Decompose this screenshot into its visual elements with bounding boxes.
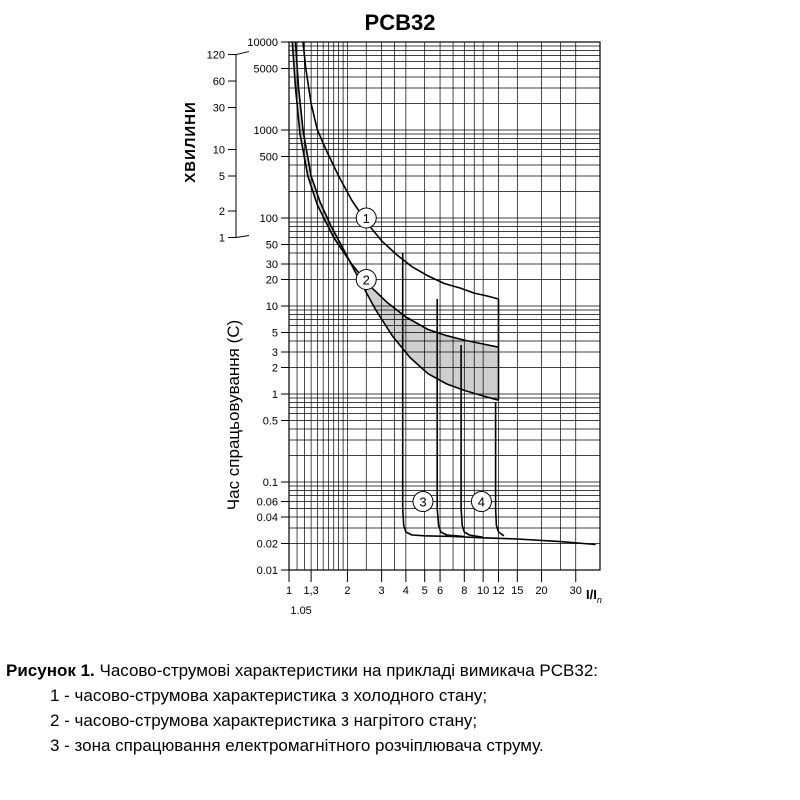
- caption-item-2: 2 - часово-струмова характеристика з наг…: [50, 711, 478, 730]
- x-tick-label: 30: [570, 585, 582, 597]
- curve-3: [401, 253, 596, 546]
- trip-curve-chart: PCB32 10000 5000 1000 500 100 50 30 20 10 5 3 2 1 0.5…: [182, 10, 602, 617]
- y-tick-label: 50: [266, 239, 278, 251]
- minutes-bracket-top: [235, 51, 250, 56]
- x-tick-label: 12: [492, 585, 504, 597]
- figure-caption: Рисунок 1. Часово-струмові характеристик…: [6, 658, 796, 758]
- x-axis-label-main: I/I: [586, 587, 597, 602]
- x-tick-label: 1,3: [303, 585, 318, 597]
- minutes-bracket-bottom: [235, 235, 250, 239]
- x-tick-label: 4: [403, 585, 409, 597]
- y-tick-label: 0.06: [257, 497, 278, 509]
- caption-item-3: 3 - зона спрацювання електромагнітного р…: [50, 736, 544, 755]
- x-tick-label: 2: [344, 585, 350, 597]
- y-tick-label: 20: [266, 275, 278, 287]
- y-tick-label: 2: [272, 363, 278, 375]
- minutes-tick-label: 10: [213, 145, 225, 157]
- caption-item-1: 1 - часово-струмова характеристика з хол…: [50, 686, 488, 705]
- curve-layer: [291, 41, 596, 546]
- x-tick-label: 3: [379, 585, 385, 597]
- curve-2: [294, 41, 499, 401]
- minutes-tick-label: 5: [219, 171, 225, 183]
- curve-1: [302, 41, 499, 300]
- minutes-tick-label: 2: [219, 206, 225, 218]
- y-tick-label: 30: [266, 259, 278, 271]
- x-tick-label: 10: [477, 585, 489, 597]
- curve-mid-a: [436, 299, 465, 538]
- chart-title: PCB32: [365, 10, 436, 35]
- x-tick-label: 1: [286, 585, 292, 597]
- y-tick-label: 0.02: [257, 539, 278, 551]
- minutes-tick-label: 60: [213, 76, 225, 88]
- caption-title-bold: Рисунок 1.: [6, 661, 95, 680]
- curve-label-layer: 1 2 3 4: [355, 207, 492, 513]
- x-tick-label: 5: [422, 585, 428, 597]
- y-tick-label: 3: [272, 347, 278, 359]
- y-axis-label: Час спрацьовування (С): [224, 320, 243, 510]
- y-tick-label: 1000: [254, 125, 278, 137]
- x-extra-tick-label: 1.05: [290, 605, 311, 617]
- caption-title-text: Часово-струмові характеристики на прикла…: [94, 661, 599, 680]
- curve-label-text: 1: [363, 211, 370, 226]
- heated-band-fill: [292, 42, 499, 401]
- curve-label-circle: [355, 207, 377, 229]
- minutes-axis-label: ХВИЛИНИ: [182, 101, 199, 183]
- minutes-tick-label: 1: [219, 233, 225, 245]
- chart-grid: [288, 41, 601, 571]
- y-tick-label: 10: [266, 301, 278, 313]
- y-tick-label: 0.01: [257, 565, 278, 577]
- y-tick-label: 0.5: [263, 415, 278, 427]
- curve-label-text: 3: [419, 495, 426, 510]
- heated-tolerance-band: [292, 42, 499, 401]
- y-tick-label: 0.1: [263, 477, 278, 489]
- axis-layer: 10000 5000 1000 500 100 50 30 20 10 5 3 2 1 0.5 0.1 0.0…: [207, 37, 601, 617]
- caption-title: Рисунок 1. Часово-струмові характеристик…: [6, 658, 796, 683]
- curve-label-circle: [412, 491, 434, 513]
- curve-mid-b: [494, 402, 505, 537]
- curve-label-circle: [470, 491, 492, 513]
- y-tick-label: 500: [260, 151, 278, 163]
- y-tick-label: 5: [272, 327, 278, 339]
- x-tick-label: 6: [437, 585, 443, 597]
- curve-label-text: 2: [363, 273, 370, 288]
- x-tick-label: 8: [461, 585, 467, 597]
- x-axis-label: I/In: [586, 587, 602, 605]
- y-tick-label: 0.04: [257, 512, 278, 524]
- y-tick-label: 100: [260, 213, 278, 225]
- curve-label-text: 4: [478, 495, 485, 510]
- y-tick-label: 10000: [247, 37, 278, 49]
- y-tick-label: 1: [272, 389, 278, 401]
- minutes-tick-label: 120: [207, 50, 225, 62]
- y-tick-label: 5000: [254, 63, 278, 75]
- minutes-tick-label: 30: [213, 103, 225, 115]
- x-tick-label: 15: [511, 585, 523, 597]
- x-axis-label-sub: n: [597, 595, 602, 605]
- curve-4: [460, 345, 484, 539]
- curve-label-circle: [355, 269, 377, 291]
- x-tick-label: 20: [535, 585, 547, 597]
